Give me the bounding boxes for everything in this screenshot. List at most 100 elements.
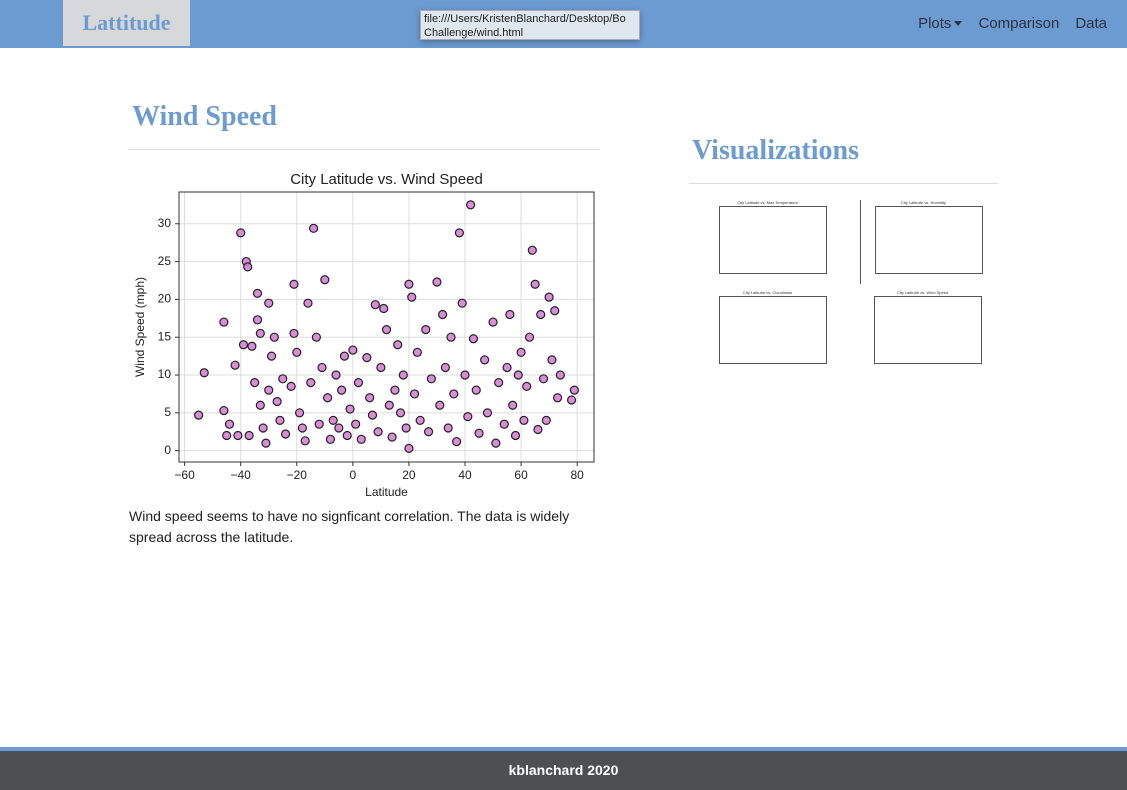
point <box>524 332 535 342</box>
point <box>566 395 577 405</box>
thumb-frame <box>875 206 983 274</box>
point <box>398 370 408 380</box>
point <box>272 396 282 407</box>
point <box>244 430 254 441</box>
point <box>423 427 434 437</box>
nav-link[interactable]: Comparison <box>978 15 1060 32</box>
point <box>530 279 540 289</box>
thumbnail[interactable]: City Latitude vs. Cloudiness <box>705 290 830 374</box>
point <box>308 223 319 233</box>
point <box>261 438 271 448</box>
point <box>494 377 504 388</box>
point <box>452 436 462 447</box>
point <box>510 430 521 441</box>
divider <box>129 149 599 150</box>
thumbnail[interactable]: City Latitude vs. Max Temperature <box>705 200 830 284</box>
point <box>437 309 448 320</box>
point <box>516 347 526 357</box>
point <box>252 315 263 325</box>
x-axis-label: Latitude <box>365 485 408 499</box>
point <box>440 362 450 373</box>
point <box>306 377 316 388</box>
point <box>395 408 406 418</box>
heading: Wind Speed <box>132 101 277 132</box>
point <box>337 385 347 395</box>
point <box>404 279 414 289</box>
point <box>348 345 358 355</box>
point <box>292 347 302 357</box>
point <box>443 423 453 433</box>
point <box>222 430 232 441</box>
point <box>317 362 327 373</box>
point <box>365 393 375 403</box>
y-tick-label: 20 <box>158 292 172 306</box>
thumb-frame <box>719 296 827 364</box>
point <box>376 362 386 373</box>
thumb-title: City Latitude vs. Wind Speed <box>896 290 949 295</box>
point <box>499 419 509 429</box>
y-tick-label: 30 <box>158 216 172 230</box>
point <box>328 415 338 426</box>
y-tick-label: 15 <box>158 329 172 343</box>
point <box>255 328 265 339</box>
point <box>541 415 551 426</box>
point <box>303 298 313 308</box>
point <box>390 385 400 395</box>
point <box>280 429 291 439</box>
thumbnail[interactable]: City Latitude vs. Wind Speed <box>860 290 985 374</box>
point <box>519 415 529 426</box>
point <box>297 423 307 433</box>
point <box>243 262 253 272</box>
nav-link[interactable]: Data <box>1075 15 1107 32</box>
x-tick-label: −20 <box>287 468 308 482</box>
point <box>247 341 257 351</box>
point <box>255 400 265 410</box>
y-tick-label: 0 <box>164 443 171 457</box>
point <box>407 292 417 302</box>
y-tick-label: 5 <box>164 405 171 419</box>
point <box>544 292 554 302</box>
point <box>550 306 560 316</box>
thumb-frame <box>719 206 827 274</box>
nav-link[interactable]: Plots <box>918 15 962 32</box>
point <box>471 385 481 395</box>
point <box>224 419 235 429</box>
point <box>393 340 403 350</box>
point <box>401 423 411 433</box>
point <box>294 408 305 418</box>
point <box>491 438 501 448</box>
point <box>432 277 442 287</box>
y-axis-label: Wind Speed (mph) <box>133 277 147 377</box>
point <box>505 309 515 320</box>
point <box>446 332 456 342</box>
point <box>331 370 341 380</box>
point <box>252 288 263 298</box>
point <box>460 370 470 380</box>
point <box>502 362 512 373</box>
point <box>219 317 229 327</box>
point <box>194 410 204 420</box>
point <box>569 385 579 395</box>
brand[interactable]: Lattitude <box>63 0 190 46</box>
point <box>300 436 310 446</box>
footer: kblanchard 2020 <box>0 747 1127 790</box>
url-tooltip: file:///Users/KristenBlanchard/Desktop/B… <box>420 10 640 40</box>
point <box>513 370 523 380</box>
point <box>278 374 288 384</box>
point <box>367 410 378 420</box>
point <box>552 393 563 403</box>
thumbnail[interactable]: City Latitude vs. Humidity <box>860 200 986 284</box>
point <box>323 393 333 403</box>
point <box>555 370 565 380</box>
y-tick-label: 25 <box>158 254 172 268</box>
point <box>345 404 355 414</box>
point <box>233 430 243 441</box>
point <box>538 374 549 384</box>
point <box>384 400 394 410</box>
point <box>387 432 397 442</box>
point <box>421 325 431 335</box>
point <box>466 200 476 210</box>
point <box>269 332 279 342</box>
x-tick-label: 20 <box>402 468 416 482</box>
